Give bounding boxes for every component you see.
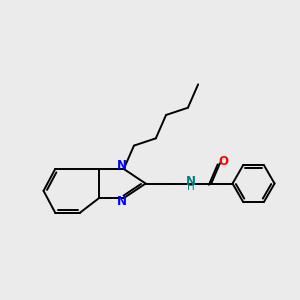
Text: N: N [116, 195, 126, 208]
Text: N: N [186, 175, 196, 188]
Text: O: O [218, 155, 229, 168]
Text: N: N [116, 159, 126, 172]
Text: H: H [187, 182, 195, 192]
